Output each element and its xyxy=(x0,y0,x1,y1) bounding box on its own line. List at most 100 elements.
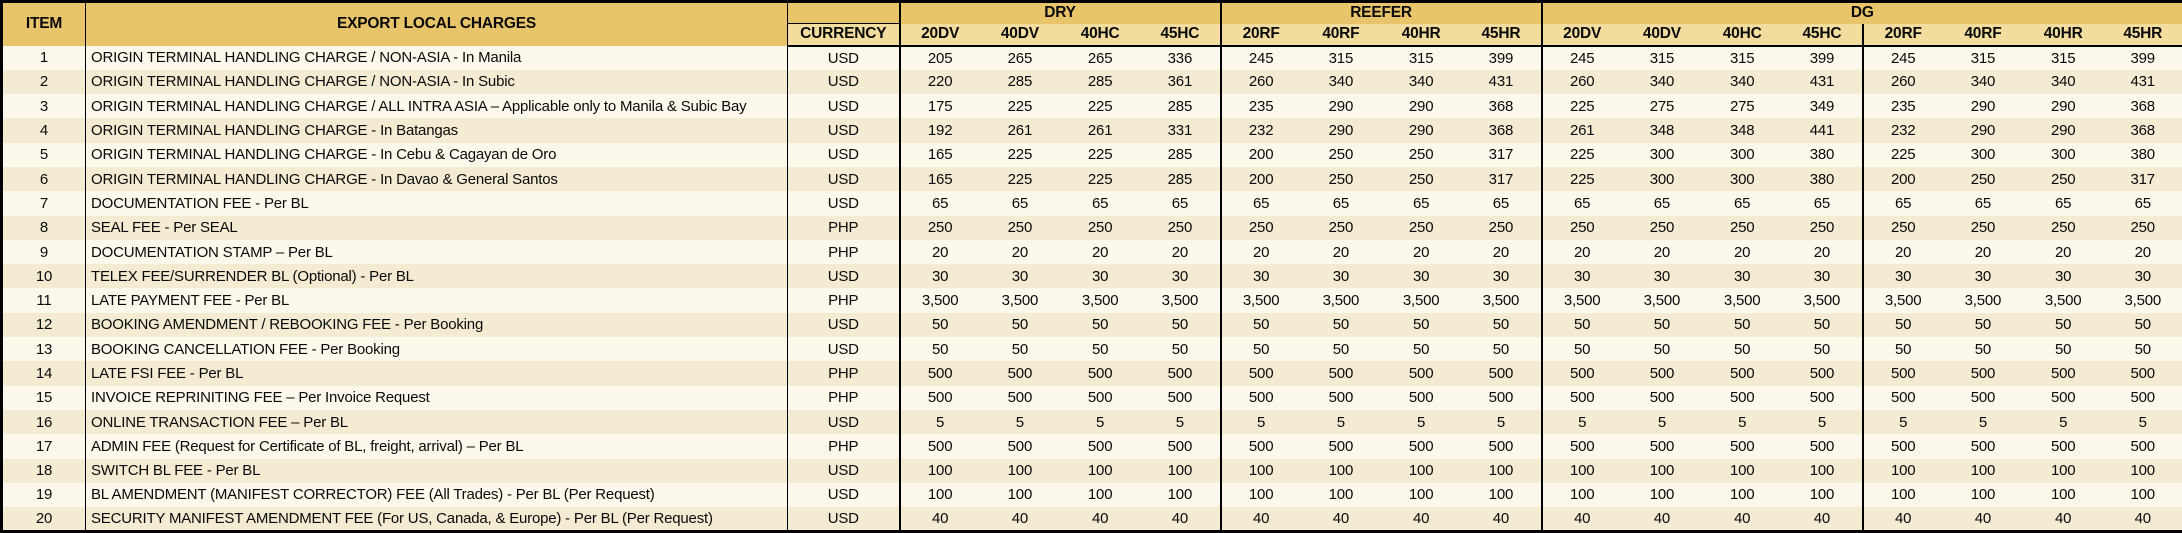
value-cell: 3,500 xyxy=(1482,292,1520,310)
value-cell: 50 xyxy=(1734,340,1751,358)
value-cell: 5 xyxy=(1336,413,1345,431)
value-cell: 100 xyxy=(1729,462,1755,480)
value-cell: 3,500 xyxy=(898,288,980,313)
value-cell: 235 xyxy=(1861,94,1943,119)
item-cell: 16 xyxy=(35,413,53,431)
value-cell: 245 xyxy=(1861,45,1943,70)
value-cell: 368 xyxy=(2130,122,2156,140)
value-cell: 50 xyxy=(1492,316,1510,334)
size-column-header-dry-40dv: 40DV xyxy=(979,23,1060,47)
value-cell: 100 xyxy=(1408,462,1434,480)
value-cell: 100 xyxy=(1970,486,1996,504)
item-cell: 10 xyxy=(35,267,53,285)
value-cell: 65 xyxy=(2055,194,2072,212)
group-header-reefer: REEFER xyxy=(1219,1,1542,24)
value-cell: 300 xyxy=(1649,170,1675,188)
description-cell: LATE FSI FEE - Per BL xyxy=(85,361,788,386)
value-cell: 500 xyxy=(1087,437,1113,455)
value-cell: 225 xyxy=(1087,170,1113,188)
value-cell: 315 xyxy=(1729,49,1755,67)
value-cell: 225 xyxy=(1007,170,1033,188)
value-cell: 3,500 xyxy=(2044,292,2082,310)
description-cell: ORIGIN TERMINAL HANDLING CHARGE - In Ceb… xyxy=(85,142,788,167)
value-cell: 317 xyxy=(2130,170,2156,188)
table-row: 8 SEAL FEE - Per SEAL PHP 250 250 250 250 250 25… xyxy=(1,215,2182,240)
value-cell: 100 xyxy=(1167,486,1193,504)
description-cell: ORIGIN TERMINAL HANDLING CHARGE - In Bat… xyxy=(85,118,788,143)
value-cell: 260 xyxy=(1540,69,1622,95)
value-cell: 500 xyxy=(2130,365,2156,382)
value-cell: 220 xyxy=(898,69,980,95)
value-cell: 250 xyxy=(1087,219,1113,237)
value-cell: 250 xyxy=(1408,219,1434,237)
value-cell: 300 xyxy=(1649,146,1675,164)
value-cell: 275 xyxy=(1729,97,1755,115)
value-cell: 30 xyxy=(898,264,980,289)
value-cell: 100 xyxy=(1087,462,1113,480)
value-cell: 368 xyxy=(1488,97,1514,115)
value-cell: 50 xyxy=(1219,337,1301,362)
value-cell: 500 xyxy=(1540,434,1622,459)
value-cell: 100 xyxy=(2050,486,2076,504)
value-cell: 3,500 xyxy=(1723,292,1761,310)
value-cell: 65 xyxy=(1091,194,1109,212)
value-cell: 315 xyxy=(2050,49,2076,67)
value-cell: 500 xyxy=(1087,365,1113,382)
currency-cell: USD xyxy=(787,337,900,362)
value-cell: 500 xyxy=(1861,361,1943,386)
value-cell: 5 xyxy=(1817,413,1826,431)
value-cell: 250 xyxy=(2130,219,2156,237)
item-cell: 20 xyxy=(35,510,53,528)
charges-column-header: EXPORT LOCAL CHARGES xyxy=(85,1,788,46)
currency-cell: PHP xyxy=(787,215,900,240)
item-cell: 11 xyxy=(36,292,52,310)
table-row: 9 DOCUMENTATION STAMP – Per BL PHP 20 20 20 20… xyxy=(1,239,2182,265)
table-row: 15 INVOICE REPRINITING FEE – Per Invoice … xyxy=(1,385,2182,410)
value-cell: 317 xyxy=(1488,170,1514,188)
value-cell: 30 xyxy=(1332,267,1350,285)
table-row: 16 ONLINE TRANSACTION FEE – Per BL USD 5 5 5 5… xyxy=(1,409,2182,435)
value-cell: 399 xyxy=(1488,49,1514,67)
value-cell: 65 xyxy=(1540,191,1622,216)
value-cell: 250 xyxy=(1540,215,1622,240)
header-group-row: ITEM EXPORT LOCAL CHARGES DRY REEFER DG xyxy=(1,1,2182,46)
value-cell: 20 xyxy=(1974,243,1992,261)
value-cell: 100 xyxy=(1861,458,1943,483)
value-cell: 100 xyxy=(1488,462,1514,480)
value-cell: 361 xyxy=(1167,73,1193,91)
value-cell: 40 xyxy=(1861,507,1943,532)
value-cell: 3,500 xyxy=(1219,288,1301,313)
value-cell: 40 xyxy=(1653,510,1671,528)
value-cell: 500 xyxy=(1328,437,1354,455)
value-cell: 65 xyxy=(2134,194,2151,212)
size-column-header-dg-40dv: 40DV xyxy=(1621,23,1703,47)
value-cell: 50 xyxy=(898,312,980,338)
table-row: 3 ORIGIN TERMINAL HANDLING CHARGE / ALL I… xyxy=(1,94,2182,119)
value-cell: 340 xyxy=(1328,73,1354,91)
currency-cell: USD xyxy=(787,458,900,483)
value-cell: 65 xyxy=(1332,194,1350,212)
value-cell: 500 xyxy=(1540,361,1622,386)
value-cell: 65 xyxy=(1974,194,1992,212)
value-cell: 250 xyxy=(1861,215,1943,240)
value-cell: 100 xyxy=(1219,482,1301,508)
value-cell: 265 xyxy=(1087,49,1113,67)
item-cell: 5 xyxy=(39,146,49,164)
item-cell: 18 xyxy=(35,462,53,480)
value-cell: 368 xyxy=(2130,97,2156,115)
value-cell: 5 xyxy=(1540,409,1622,435)
size-column-header-dry-45hc: 45HC xyxy=(1140,23,1221,47)
value-cell: 3,500 xyxy=(1161,292,1199,310)
description-cell: INVOICE REPRINITING FEE – Per Invoice Re… xyxy=(85,385,788,410)
value-cell: 261 xyxy=(1007,122,1033,140)
size-column-header-dg-20rf: 20RF xyxy=(1861,23,1943,47)
table-row: 14 LATE FSI FEE - Per BL PHP 500 500 500 500 50… xyxy=(1,361,2182,386)
value-cell: 50 xyxy=(1171,340,1189,358)
value-cell: 40 xyxy=(1171,510,1189,528)
description-cell: ORIGIN TERMINAL HANDLING CHARGE - In Dav… xyxy=(85,166,788,192)
value-cell: 500 xyxy=(1408,437,1434,455)
value-cell: 20 xyxy=(2134,243,2151,261)
value-cell: 250 xyxy=(1488,219,1514,237)
value-cell: 500 xyxy=(1861,434,1943,459)
value-cell: 348 xyxy=(1729,122,1755,140)
